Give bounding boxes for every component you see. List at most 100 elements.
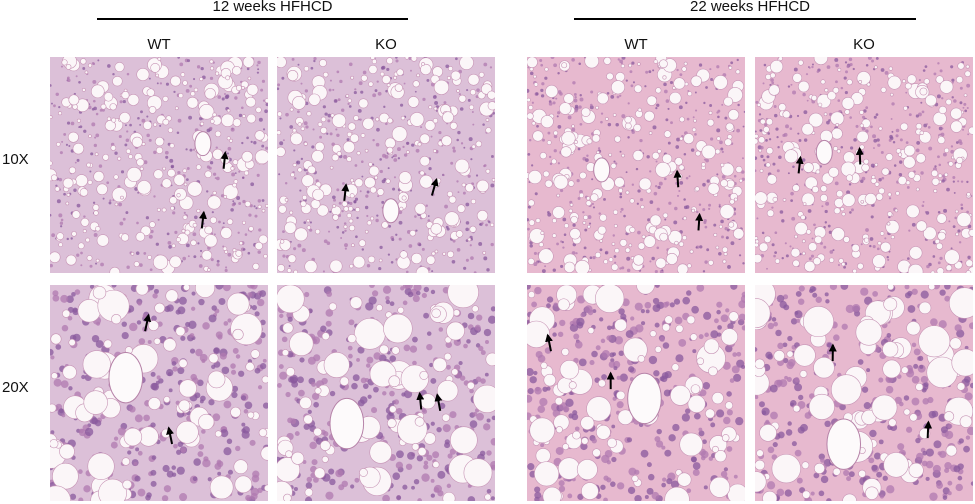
nucleus (78, 497, 84, 501)
vacuole (758, 242, 769, 252)
nucleus (423, 460, 429, 466)
nucleus (571, 251, 576, 255)
row-label: 10X (2, 151, 29, 168)
nucleus (583, 246, 587, 250)
vacuole (534, 461, 560, 487)
vacuole (416, 73, 420, 78)
nucleus (372, 93, 377, 98)
nucleus (187, 255, 190, 258)
vacuole (542, 170, 550, 178)
nucleus (811, 65, 814, 69)
nucleus (911, 397, 920, 406)
vacuole (304, 488, 314, 497)
nucleus (217, 95, 222, 99)
nucleus (589, 103, 593, 107)
nucleus (357, 399, 365, 407)
vacuole (561, 347, 570, 356)
nucleus (544, 265, 547, 268)
nucleus (631, 130, 635, 134)
nucleus (882, 475, 888, 481)
nucleus (825, 201, 830, 206)
nucleus (616, 375, 621, 380)
vacuole (552, 233, 557, 238)
nucleus (656, 428, 662, 435)
nucleus (939, 289, 946, 296)
vacuole (906, 74, 917, 85)
nucleus (527, 88, 530, 93)
vacuole (432, 149, 437, 153)
nucleus (247, 251, 251, 255)
nucleus (603, 497, 608, 501)
vacuole (50, 439, 59, 449)
nucleus (621, 114, 626, 119)
nucleus (960, 203, 964, 207)
nucleus (382, 285, 392, 294)
vacuole (938, 105, 947, 115)
vacuole (669, 91, 682, 105)
nucleus (553, 63, 558, 68)
nucleus (966, 210, 969, 214)
nucleus (380, 66, 385, 70)
nucleus (346, 138, 350, 142)
vacuole (935, 75, 944, 84)
nucleus (361, 175, 364, 178)
nucleus (413, 478, 420, 485)
vacuole (404, 57, 410, 60)
nucleus (840, 145, 844, 149)
nucleus (173, 90, 176, 94)
nucleus (648, 355, 658, 365)
nucleus (710, 422, 716, 428)
nucleus (966, 83, 971, 88)
nucleus (877, 143, 881, 147)
vacuole (278, 204, 287, 214)
nucleus (609, 352, 615, 358)
vacuole (471, 305, 479, 313)
vacuole (448, 66, 454, 72)
vacuole (863, 237, 870, 243)
vacuole (728, 221, 735, 228)
nucleus (648, 70, 652, 74)
nucleus (872, 245, 876, 249)
vacuole (931, 177, 940, 186)
nucleus (150, 469, 157, 476)
nucleus (873, 115, 877, 119)
nucleus (843, 76, 847, 80)
nucleus (224, 95, 229, 100)
vacuole (86, 162, 92, 168)
nucleus (197, 451, 204, 458)
nucleus (939, 69, 943, 73)
nucleus (140, 110, 143, 114)
nucleus (614, 336, 624, 345)
nucleus (652, 304, 661, 313)
vacuole (59, 443, 75, 460)
nucleus (879, 494, 885, 499)
nucleus (724, 226, 728, 231)
nucleus (808, 257, 812, 261)
nucleus (288, 265, 291, 267)
nucleus (194, 392, 201, 399)
nucleus (590, 90, 594, 94)
vacuole (606, 72, 614, 81)
vacuole (632, 150, 644, 162)
vacuole (180, 72, 186, 77)
nucleus (309, 221, 313, 224)
vacuole (301, 194, 308, 201)
nucleus (626, 268, 631, 273)
vacuole (890, 92, 894, 97)
nucleus (944, 295, 951, 302)
nucleus (563, 233, 567, 236)
nucleus (782, 357, 789, 364)
vacuole (614, 177, 625, 188)
nucleus (898, 173, 903, 177)
vacuole (111, 117, 117, 123)
nucleus (911, 288, 918, 295)
vacuole (400, 115, 406, 121)
vacuole (713, 233, 718, 237)
column-label: KO (375, 36, 397, 53)
vacuole (355, 207, 361, 213)
nucleus (614, 261, 617, 264)
nucleus (867, 57, 872, 60)
nucleus (736, 58, 739, 62)
nucleus (202, 459, 211, 468)
nucleus (961, 128, 965, 131)
